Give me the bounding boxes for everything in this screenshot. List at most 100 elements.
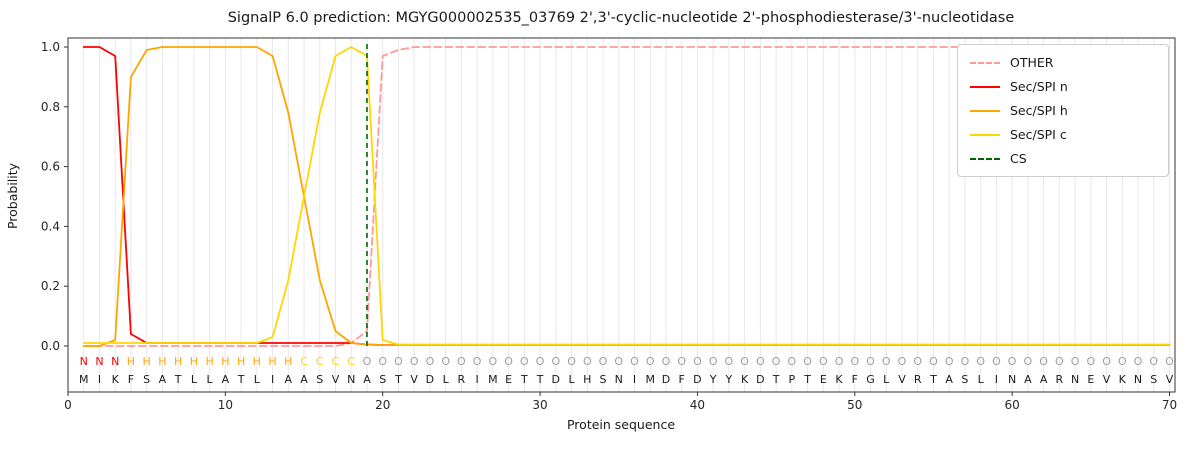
residue-type-label: O — [898, 355, 907, 368]
residue-type-label: O — [394, 355, 403, 368]
residue-type-label: O — [1008, 355, 1017, 368]
amino-acid-letter: K — [835, 373, 843, 386]
amino-acid-letter: T — [772, 373, 780, 386]
amino-acid-letter: I — [633, 373, 636, 386]
y-tick-label: 0.2 — [41, 279, 60, 293]
residue-type-label: O — [1024, 355, 1033, 368]
amino-acid-letter: F — [852, 373, 858, 386]
legend-label: Sec/SPI h — [1010, 103, 1068, 118]
amino-acid-letter: D — [552, 373, 560, 386]
amino-acid-letter: L — [443, 373, 450, 386]
residue-type-label: O — [614, 355, 623, 368]
amino-acid-letter: D — [693, 373, 701, 386]
amino-acid-letter: S — [600, 373, 607, 386]
residue-type-label: C — [316, 355, 324, 368]
amino-acid-letter: D — [426, 373, 434, 386]
amino-acid-letter: K — [1119, 373, 1127, 386]
residue-type-label: C — [332, 355, 340, 368]
residue-type-label: O — [457, 355, 466, 368]
amino-acid-letter: F — [679, 373, 685, 386]
legend-label: Sec/SPI n — [1010, 79, 1068, 94]
amino-acid-letter: S — [961, 373, 968, 386]
residue-type-label: H — [127, 355, 135, 368]
legend-item-Sec/SPI n: Sec/SPI n — [970, 78, 1158, 95]
residue-type-label: H — [253, 355, 261, 368]
residue-type-label: O — [1039, 355, 1048, 368]
amino-acid-letter: A — [159, 373, 167, 386]
amino-acid-letter: E — [505, 373, 512, 386]
residue-type-label: O — [1134, 355, 1143, 368]
residue-type-label: O — [835, 355, 844, 368]
residue-type-label: H — [268, 355, 276, 368]
amino-acid-letter: N — [1071, 373, 1079, 386]
residue-type-label: O — [882, 355, 891, 368]
residue-type-label: O — [866, 355, 875, 368]
amino-acid-letter: N — [1134, 373, 1142, 386]
x-tick-label: 40 — [690, 398, 705, 412]
amino-acid-letter: T — [237, 373, 245, 386]
amino-acid-letter: I — [995, 373, 998, 386]
residue-type-label: O — [567, 355, 576, 368]
residue-type-label: O — [536, 355, 545, 368]
amino-acid-letter: L — [191, 373, 198, 386]
legend-line-sample — [970, 61, 1000, 64]
y-tick-label: 0.8 — [41, 100, 60, 114]
amino-acid-letter: A — [1024, 373, 1032, 386]
amino-acid-letter: T — [174, 373, 182, 386]
x-tick-label: 50 — [847, 398, 862, 412]
residue-type-label: O — [1118, 355, 1127, 368]
x-tick-label: 20 — [375, 398, 390, 412]
legend-item-Sec/SPI h: Sec/SPI h — [970, 102, 1158, 119]
residue-type-label: O — [1086, 355, 1095, 368]
amino-acid-letter: R — [1056, 373, 1064, 386]
amino-acid-letter: V — [1103, 373, 1111, 386]
amino-acid-letter: V — [332, 373, 340, 386]
legend-label: Sec/SPI c — [1010, 127, 1067, 142]
amino-acid-letter: Y — [725, 373, 733, 386]
residue-type-label: H — [284, 355, 292, 368]
amino-acid-letter: H — [583, 373, 591, 386]
residue-type-label: O — [725, 355, 734, 368]
residue-type-label: O — [772, 355, 781, 368]
y-axis-label: Probability — [5, 162, 20, 229]
y-tick-label: 1.0 — [41, 40, 60, 54]
residue-type-label: O — [693, 355, 702, 368]
residue-type-label: O — [489, 355, 498, 368]
amino-acid-letter: A — [945, 373, 953, 386]
residue-type-label: H — [221, 355, 229, 368]
x-tick-label: 0 — [64, 398, 72, 412]
residue-type-label: O — [756, 355, 765, 368]
amino-acid-letter: S — [379, 373, 386, 386]
amino-acid-letter: I — [271, 373, 274, 386]
residue-type-label: O — [426, 355, 435, 368]
amino-acid-letter: L — [568, 373, 575, 386]
legend-item-OTHER: OTHER — [970, 54, 1158, 71]
residue-type-label: H — [190, 355, 198, 368]
x-tick-label: 70 — [1162, 398, 1177, 412]
x-tick-label: 10 — [218, 398, 233, 412]
amino-acid-letter: F — [128, 373, 134, 386]
amino-acid-letter: R — [458, 373, 466, 386]
residue-type-label: O — [819, 355, 828, 368]
legend: OTHER Sec/SPI n Sec/SPI h Sec/SPI c CS — [957, 44, 1169, 177]
x-tick-label: 30 — [532, 398, 547, 412]
x-axis-label: Protein sequence — [567, 417, 675, 432]
plot-frame — [67, 37, 1176, 393]
amino-acid-letter: T — [536, 373, 544, 386]
residue-type-label: O — [913, 355, 922, 368]
residue-type-label: O — [976, 355, 985, 368]
amino-acid-letter: P — [789, 373, 796, 386]
residue-type-label: O — [1071, 355, 1080, 368]
amino-acid-letter: A — [285, 373, 293, 386]
legend-item-CS: CS — [970, 150, 1158, 167]
axes-frame-and-ticks: 0 10 20 30 40 50 60 70 0.0 0.2 0.4 0.6 0.8 1.0 — [41, 37, 1177, 412]
amino-acid-letter: T — [394, 373, 402, 386]
residue-type-label: O — [803, 355, 812, 368]
residue-type-label: O — [583, 355, 592, 368]
residue-type-label: O — [662, 355, 671, 368]
residue-type-label: O — [788, 355, 797, 368]
amino-acid-letter: S — [1150, 373, 1157, 386]
legend-label: OTHER — [1010, 55, 1054, 70]
amino-acid-letter: T — [803, 373, 811, 386]
